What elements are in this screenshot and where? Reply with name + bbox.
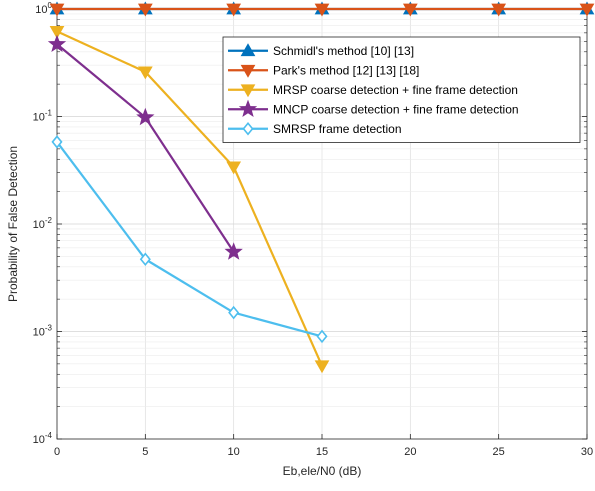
x-tick-label: 0 [54,446,60,458]
legend-item: MNCP coarse detection + fine frame detec… [228,99,519,118]
data-point [491,3,507,17]
data-point [137,66,153,80]
legend-item: Park's method [12] [13] [18] [228,63,419,78]
data-point [316,329,328,344]
legend-item: MRSP coarse detection + fine frame detec… [228,83,518,98]
x-tick-label: 20 [404,446,416,458]
data-point [228,305,240,320]
series-5 [51,135,328,344]
data-point [402,3,418,17]
series-3 [49,25,330,374]
data-point [314,3,330,17]
y-tick-label: 10-3 [33,324,53,339]
data-point [226,3,242,17]
x-axis-label: Eb,ele/N0 (dB) [283,464,362,478]
legend-marker [240,84,256,98]
series-4 [47,34,243,260]
x-tick-label: 15 [316,446,328,458]
data-point [47,34,67,53]
data-point [137,3,153,17]
data-point [136,107,155,126]
legend-marker [240,43,256,57]
legend-label: Park's method [12] [13] [18] [273,63,419,77]
x-tick-label: 5 [142,446,148,458]
legend-marker [238,99,258,118]
x-tick-label: 30 [581,446,593,458]
x-tick-label: 25 [493,446,505,458]
legend-marker [240,64,256,78]
data-point [579,3,595,17]
legend-label: Schmidl's method [10] [13] [273,44,414,58]
legend-box [222,36,581,143]
legend-label: SMRSP frame detection [273,122,402,136]
data-series [47,1,595,374]
series-2 [49,3,595,17]
y-tick-label: 10-4 [33,431,53,446]
series-line [56,141,323,338]
y-tick-label: 10-2 [33,216,53,231]
axis-ticks: 0 5 10 15 20 25 30 100 10-1 10-2 10-3 10-4 [33,1,594,458]
legend-item: Schmidl's method [10] [13] [228,43,414,58]
y-tick-label: 10-1 [33,109,53,124]
legend-marker [242,121,254,136]
legend-label: MNCP coarse detection + fine frame detec… [273,102,519,116]
x-tick-label: 10 [228,446,240,458]
y-axis-label: Probability of False Detection [6,146,20,302]
data-point [49,25,65,39]
data-point [314,360,330,374]
data-point [226,161,242,175]
y-tick-label: 100 [35,1,52,16]
data-point [224,242,243,260]
data-point [51,135,63,149]
legend-item: SMRSP frame detection [228,122,402,136]
series-line [56,30,324,367]
data-point [139,252,151,267]
data-point [49,3,65,17]
legend: Schmidl's method [10] [13] Park's method … [222,36,581,143]
legend-label: MRSP coarse detection + fine frame detec… [273,83,518,97]
